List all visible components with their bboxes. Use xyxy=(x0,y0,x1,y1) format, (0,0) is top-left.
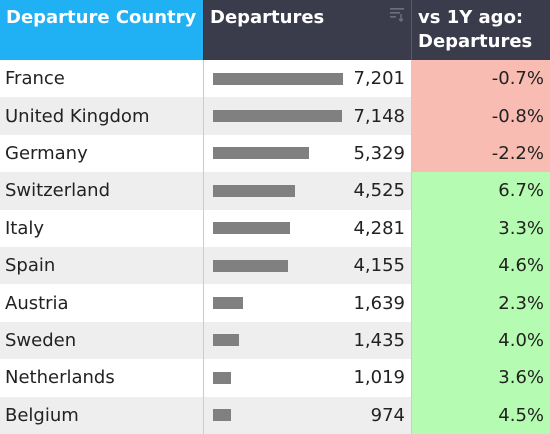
vs-1y-ago-cell: -0.7% xyxy=(411,60,550,98)
country-cell: France xyxy=(5,68,65,90)
column-header-label: Departures xyxy=(210,7,325,28)
vs-1y-ago-cell: 4.5% xyxy=(411,396,550,434)
column-header-label: vs 1Y ago: Departures xyxy=(418,7,533,52)
departures-cell: 1,019 xyxy=(203,359,411,397)
vs-1y-ago-cell: 2.3% xyxy=(411,284,550,322)
departures-bar xyxy=(213,222,291,235)
departures-bar xyxy=(213,297,243,310)
departures-value: 974 xyxy=(370,404,405,426)
table-row[interactable]: Netherlands 1,019 3.6% xyxy=(0,359,550,397)
departures-bar xyxy=(213,259,288,272)
departures-value: 5,329 xyxy=(353,142,405,164)
departures-value: 4,525 xyxy=(353,180,405,202)
departures-bar xyxy=(213,72,343,85)
country-cell: Sweden xyxy=(0,321,203,360)
departures-cell: 5,329 xyxy=(203,134,411,173)
table-row[interactable]: Belgium 974 4.5% xyxy=(0,396,550,434)
departures-value: 7,201 xyxy=(353,68,405,90)
table-row[interactable]: Austria 1,639 2.3% xyxy=(0,284,550,322)
vs-1y-ago-cell: -2.2% xyxy=(411,134,550,173)
departures-cell: 7,148 xyxy=(203,97,411,135)
departures-bar-track xyxy=(213,371,343,384)
departures-value: 1,639 xyxy=(353,292,405,314)
departures-bar-track xyxy=(213,147,343,160)
departures-value: 7,148 xyxy=(353,105,405,127)
vs-1y-ago-cell: 6.7% xyxy=(411,172,550,210)
column-header-label: Departure Country xyxy=(6,7,197,28)
column-header-vs-1y-ago[interactable]: vs 1Y ago: Departures xyxy=(411,0,550,60)
departures-value: 1,019 xyxy=(353,367,405,389)
departures-cell: 4,525 xyxy=(203,172,411,210)
departures-cell: 7,201 xyxy=(203,60,411,98)
country-cell: Austria xyxy=(5,292,69,314)
departures-bar xyxy=(213,409,231,422)
vs-1y-ago-cell: 4.0% xyxy=(411,321,550,360)
table-row[interactable]: Switzerland 4,525 6.7% xyxy=(0,172,550,210)
departures-bar-track xyxy=(213,409,343,422)
sort-descending-icon[interactable] xyxy=(389,6,405,22)
column-header-departure-country[interactable]: Departure Country xyxy=(0,0,203,60)
departures-value: 4,155 xyxy=(353,255,405,277)
table-header: Departure Country Departures vs 1Y ago: … xyxy=(0,0,550,60)
departures-cell: 4,155 xyxy=(203,246,411,285)
departures-value: 1,435 xyxy=(353,329,405,351)
departures-bar-track xyxy=(213,110,343,123)
vs-1y-ago-cell: -0.8% xyxy=(411,97,550,135)
country-cell: Spain xyxy=(0,246,203,285)
column-header-departures[interactable]: Departures xyxy=(203,0,411,60)
departures-bar-track xyxy=(213,222,343,235)
departures-bar xyxy=(213,110,343,123)
departures-bar-track xyxy=(213,297,343,310)
departures-value: 4,281 xyxy=(353,217,405,239)
country-cell: Germany xyxy=(5,142,88,164)
departures-bar-track xyxy=(213,184,343,197)
departures-cell: 1,639 xyxy=(203,284,411,322)
departures-bar-track xyxy=(213,72,343,85)
departures-bar xyxy=(213,334,239,347)
table-body: France 7,201 -0.7% United Kingdom 7,148 -0.8%… xyxy=(0,60,550,434)
country-cell: Netherlands xyxy=(5,367,115,389)
table-row[interactable]: France 7,201 -0.7% xyxy=(0,60,550,98)
table-row[interactable]: Sweden 1,435 4.0% xyxy=(0,321,550,360)
departures-bar xyxy=(213,184,295,197)
country-cell: Italy xyxy=(5,217,45,239)
departures-bar xyxy=(213,147,310,160)
departures-bar-track xyxy=(213,259,343,272)
country-cell: United Kingdom xyxy=(0,97,203,135)
departures-cell: 4,281 xyxy=(203,209,411,247)
departures-bar xyxy=(213,371,232,384)
table-row[interactable]: United Kingdom 7,148 -0.8% xyxy=(0,97,550,135)
departures-cell: 974 xyxy=(203,396,411,434)
table-row[interactable]: Germany 5,329 -2.2% xyxy=(0,134,550,173)
country-cell: Switzerland xyxy=(0,172,203,210)
vs-1y-ago-cell: 3.3% xyxy=(411,209,550,247)
departures-bar-track xyxy=(213,334,343,347)
country-cell: Belgium xyxy=(0,396,203,434)
departures-cell: 1,435 xyxy=(203,321,411,360)
table-row[interactable]: Italy 4,281 3.3% xyxy=(0,209,550,247)
vs-1y-ago-cell: 3.6% xyxy=(411,359,550,397)
table-row[interactable]: Spain 4,155 4.6% xyxy=(0,246,550,285)
vs-1y-ago-cell: 4.6% xyxy=(411,246,550,285)
